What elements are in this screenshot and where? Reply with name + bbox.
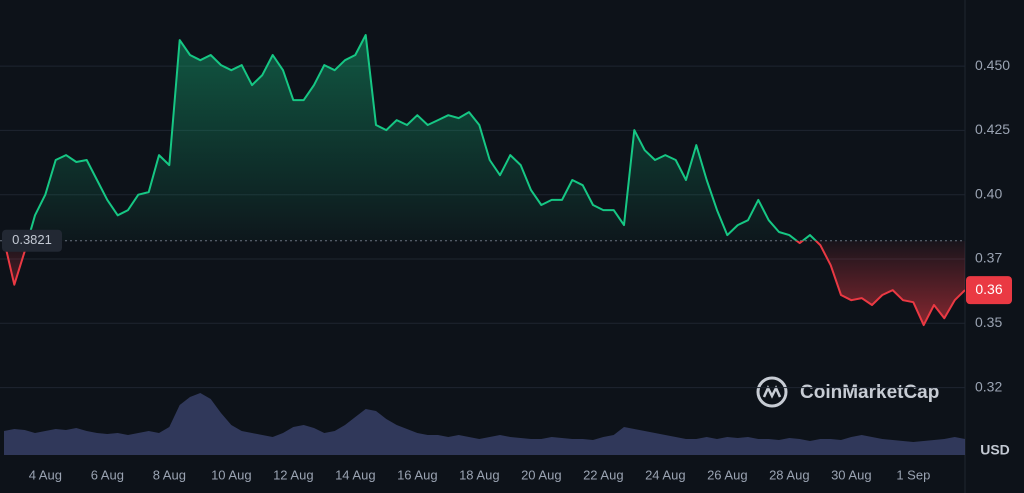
x-tick-label: 1 Sep <box>896 467 930 482</box>
baseline-label-box <box>2 229 62 252</box>
watermark: CoinMarketCap <box>800 382 939 403</box>
current-price-box <box>966 276 1012 305</box>
x-tick-label: 22 Aug <box>583 467 624 482</box>
x-tick-label: 24 Aug <box>645 467 686 482</box>
y-tick-label: 0.37 <box>975 250 1002 266</box>
logo-ring <box>756 376 788 408</box>
baseline-label: 0.3821 <box>12 232 52 247</box>
x-tick-label: 14 Aug <box>335 467 376 482</box>
x-tick-label: 12 Aug <box>273 467 314 482</box>
current-price-label: 0.36 <box>975 281 1002 297</box>
y-axis-label: USD <box>980 442 1010 458</box>
x-tick-label: 30 Aug <box>831 467 872 482</box>
logo-mark <box>762 385 782 399</box>
x-tick-label: 28 Aug <box>769 467 810 482</box>
y-tick-label: 0.425 <box>975 121 1010 137</box>
price-line-up <box>3 34 818 241</box>
y-tick-label: 0.32 <box>975 378 1002 394</box>
volume-area <box>4 393 965 455</box>
x-tick-label: 16 Aug <box>397 467 438 482</box>
x-tick-label: 26 Aug <box>707 467 748 482</box>
x-tick-label: 18 Aug <box>459 467 500 482</box>
x-tick-label: 20 Aug <box>521 467 562 482</box>
x-tick-label: 6 Aug <box>91 467 124 482</box>
x-tick-label: 4 Aug <box>29 467 62 482</box>
x-tick-label: 10 Aug <box>211 467 252 482</box>
x-tick-label: 8 Aug <box>153 467 186 482</box>
watermark-logo <box>756 376 788 408</box>
y-tick-label: 0.35 <box>975 314 1002 330</box>
y-tick-label: 0.450 <box>975 57 1010 73</box>
area-down <box>4 240 965 326</box>
area-up <box>4 35 965 241</box>
y-tick-label: 0.40 <box>975 185 1002 201</box>
